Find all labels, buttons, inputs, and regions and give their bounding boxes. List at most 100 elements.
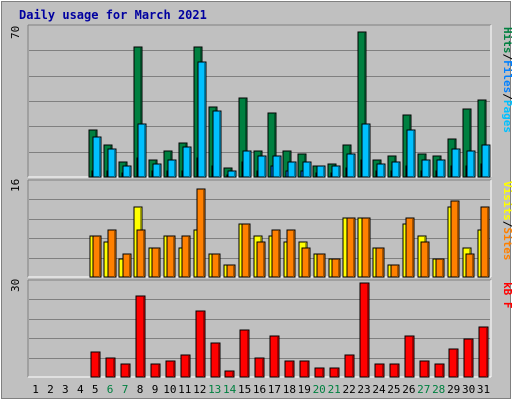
bar-sites-day-29 <box>450 200 460 278</box>
bar-sites-day-19 <box>301 247 311 278</box>
bar-kbf-day-20 <box>314 367 325 378</box>
bar-sites-day-18 <box>286 229 296 278</box>
bar-sites-day-7 <box>122 253 132 278</box>
bar-pages-day-29 <box>451 148 461 178</box>
bar-sites-day-9 <box>151 247 161 278</box>
x-tick-label-22: 22 <box>342 383 355 396</box>
bar-pages-day-30 <box>466 150 476 178</box>
bar-sites-day-17 <box>271 229 281 278</box>
bar-kbf-day-31 <box>478 326 489 378</box>
bar-sites-day-15 <box>241 223 251 278</box>
legend-item-0: Hits <box>501 27 512 54</box>
bar-sites-day-23 <box>361 217 371 278</box>
bar-kbf-day-13 <box>210 342 221 378</box>
bar-pages-day-31 <box>481 144 491 178</box>
x-tick-label-24: 24 <box>372 383 386 396</box>
x-tick-label-4: 4 <box>77 383 84 396</box>
sites-panel-ymax-label: 16 <box>9 179 22 192</box>
sites-panel-legend: Visits/Sites <box>501 181 512 261</box>
bar-kbf-day-23 <box>359 282 370 378</box>
bar-pages-day-5 <box>92 136 102 178</box>
legend-item-4: Pages <box>501 100 512 133</box>
x-tick-label-20: 20 <box>313 383 326 396</box>
bar-sites-day-16 <box>256 241 266 278</box>
x-tick-label-23: 23 <box>357 383 370 396</box>
x-tick-label-31: 31 <box>477 383 490 396</box>
legend-item-0: kB F <box>501 282 512 309</box>
legend-item-1: / <box>501 54 512 61</box>
x-tick-label-29: 29 <box>447 383 460 396</box>
bar-pages-day-6 <box>107 148 117 178</box>
bar-pages-day-28 <box>436 159 446 178</box>
x-tick-label-18: 18 <box>283 383 296 396</box>
bar-kbf-day-5 <box>90 351 101 378</box>
bar-kbf-day-28 <box>434 363 445 378</box>
x-tick-label-15: 15 <box>238 383 251 396</box>
bar-kbf-day-21 <box>329 367 340 378</box>
x-tick-label-7: 7 <box>122 383 129 396</box>
bar-pages-day-15 <box>242 150 252 178</box>
legend-text: Hits/Files/Pages <box>501 27 512 133</box>
bar-kbf-day-27 <box>419 360 430 378</box>
x-tick-label-3: 3 <box>62 383 69 396</box>
x-tick-label-30: 30 <box>462 383 475 396</box>
x-tick-label-17: 17 <box>268 383 281 396</box>
bar-kbf-day-9 <box>150 363 161 378</box>
legend-item-0: Visits <box>501 181 512 221</box>
bar-pages-day-13 <box>212 110 222 178</box>
bar-kbf-day-30 <box>463 338 474 378</box>
hits-panel <box>27 24 492 178</box>
x-tick-label-13: 13 <box>208 383 221 396</box>
bar-sites-day-28 <box>435 258 445 278</box>
bar-sites-day-8 <box>136 229 146 278</box>
bar-sites-day-24 <box>375 247 385 278</box>
hits-panel-ymax-label: 70 <box>9 26 22 39</box>
x-tick-label-6: 6 <box>107 383 114 396</box>
kbf-panel-legend: kB F <box>501 282 512 309</box>
bar-kbf-day-10 <box>165 360 176 378</box>
bar-sites-day-11 <box>181 235 191 278</box>
kbf-panel <box>27 279 492 378</box>
bar-sites-day-14 <box>226 264 236 278</box>
x-tick-label-27: 27 <box>417 383 430 396</box>
bar-pages-day-24 <box>376 163 386 178</box>
x-tick-label-8: 8 <box>137 383 144 396</box>
x-tick-label-28: 28 <box>432 383 445 396</box>
bar-pages-day-19 <box>302 161 312 178</box>
bar-pages-day-21 <box>331 165 341 178</box>
x-tick-label-1: 1 <box>32 383 39 396</box>
hits-panel-legend: Hits/Files/Pages <box>501 27 512 133</box>
x-tick-label-26: 26 <box>402 383 415 396</box>
bar-pages-day-27 <box>421 159 431 178</box>
x-tick-label-16: 16 <box>253 383 266 396</box>
x-axis-labels: 1 2 3 4 5 6 7 8 9 10 11 12 13 14 15 16 17 18 19 20 21 22 23 24 2… <box>32 383 490 396</box>
bar-sites-day-5 <box>92 235 102 278</box>
x-tick-label-12: 12 <box>193 383 206 396</box>
bar-pages-day-11 <box>182 146 192 178</box>
bar-sites-day-6 <box>107 229 117 278</box>
bar-kbf-day-18 <box>284 360 295 378</box>
x-tick-label-25: 25 <box>387 383 400 396</box>
legend-item-3: / <box>501 93 512 100</box>
bar-kbf-day-29 <box>448 348 459 378</box>
bar-kbf-day-8 <box>135 295 146 378</box>
legend-item-2: Files <box>501 60 512 93</box>
bar-kbf-day-14 <box>224 370 235 378</box>
bar-pages-day-12 <box>197 61 207 178</box>
bar-pages-day-8 <box>137 123 147 178</box>
legend-item-2: Sites <box>501 227 512 260</box>
bar-kbf-day-26 <box>404 335 415 378</box>
chart-title: Daily usage for March 2021 <box>19 8 207 22</box>
bar-sites-day-25 <box>390 264 400 278</box>
bar-sites-day-31 <box>480 206 490 278</box>
x-tick-label-2: 2 <box>47 383 54 396</box>
bar-kbf-day-6 <box>105 357 116 378</box>
bar-sites-day-27 <box>420 241 430 278</box>
bar-pages-day-25 <box>391 161 401 178</box>
bar-pages-day-26 <box>406 129 416 178</box>
bar-kbf-day-22 <box>344 354 355 378</box>
bar-kbf-day-17 <box>269 335 280 378</box>
